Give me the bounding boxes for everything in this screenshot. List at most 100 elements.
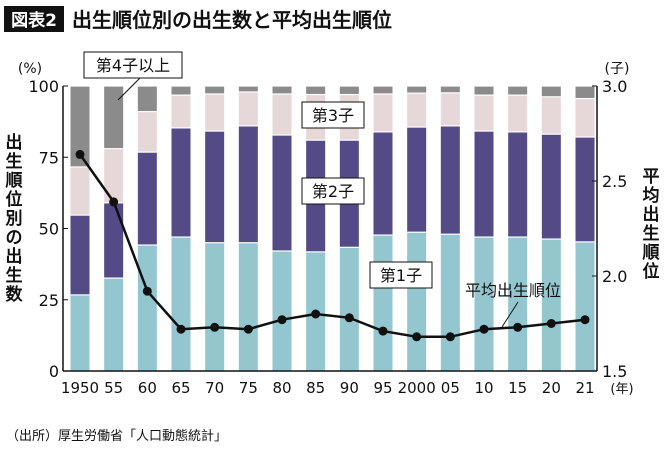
line-point-95 — [378, 326, 388, 336]
bar-第1子-15 — [508, 237, 528, 371]
bar-第4子以上-21 — [575, 86, 595, 98]
bar-第2子-1950 — [70, 215, 90, 295]
left-tick-label: 100 — [28, 77, 59, 96]
line-point-2000 — [412, 332, 422, 342]
bar-第1子-80 — [272, 251, 292, 371]
line-average-birth-order — [78, 153, 586, 339]
bar-第2子-95 — [373, 132, 393, 235]
x-tick-label: 60 — [138, 379, 157, 397]
left-axis-label: の — [6, 228, 23, 248]
left-axis-label: 出 — [6, 246, 23, 267]
bar-第3子-05 — [440, 93, 460, 126]
bar-第2子-10 — [474, 131, 494, 237]
bar-第2子-55 — [104, 203, 124, 278]
x-tick-label: 55 — [104, 379, 123, 397]
source-note: （出所）厚生労働省「人口動態統計」 — [6, 428, 227, 444]
bar-第2子-21 — [575, 137, 595, 242]
left-axis-label: 生 — [6, 265, 23, 286]
left-axis-label: 数 — [6, 284, 24, 305]
bar-第1子-70 — [205, 243, 225, 371]
line-point-90 — [344, 313, 354, 323]
line-point-85 — [311, 309, 321, 319]
left-axis-label: 順 — [6, 171, 24, 191]
line-point-75 — [243, 324, 253, 334]
bar-第4子以上-55 — [104, 86, 124, 149]
line-point-80 — [277, 315, 287, 325]
left-tick-label: 75 — [39, 148, 59, 167]
bar-第3子-20 — [541, 97, 561, 134]
right-tick-label: 1.5 — [602, 362, 627, 381]
bar-第2子-05 — [440, 126, 460, 234]
line-point-21 — [580, 315, 590, 325]
bar-第3子-70 — [205, 94, 225, 131]
right-axis-unit: (子) — [605, 61, 630, 77]
bar-第4子以上-65 — [171, 86, 191, 95]
label-3rd-child: 第3子 — [312, 106, 354, 125]
line-point-65 — [176, 324, 186, 334]
bar-第3子-95 — [373, 94, 393, 132]
bar-第1子-21 — [575, 242, 595, 371]
bar-第1子-2000 — [407, 232, 427, 371]
right-axis-label: 生 — [643, 223, 660, 244]
bar-第3子-15 — [508, 95, 528, 132]
left-tick-label: 25 — [39, 291, 59, 310]
left-axis-label: 位 — [6, 189, 23, 210]
bar-第1子-1950 — [70, 295, 90, 371]
bar-第4子以上-85 — [306, 86, 326, 94]
line-point-20 — [546, 319, 556, 328]
bar-第4子以上-70 — [205, 86, 225, 94]
bar-第3子-80 — [272, 94, 292, 135]
bar-第2子-60 — [137, 152, 157, 245]
bar-第4子以上-1950 — [70, 86, 90, 167]
left-axis-label: 別 — [5, 209, 23, 229]
bar-第2子-70 — [205, 131, 225, 243]
bar-第1子-10 — [474, 237, 494, 371]
x-tick-label: 85 — [306, 379, 325, 397]
label-4th-child-leader — [117, 77, 141, 101]
bar-第3子-10 — [474, 95, 494, 131]
bar-第2子-80 — [272, 135, 292, 251]
left-tick-label: 50 — [39, 220, 59, 239]
bar-第1子-90 — [339, 247, 359, 371]
label-average-birth-order: 平均出生順位 — [465, 281, 561, 300]
right-axis-label: 位 — [643, 261, 660, 282]
bar-第1子-55 — [104, 278, 124, 371]
line-point-10 — [479, 324, 489, 334]
bar-第4子以上-2000 — [407, 86, 427, 93]
bar-第4子以上-90 — [339, 86, 359, 94]
bar-第4子以上-60 — [137, 86, 157, 112]
bar-第4子以上-80 — [272, 86, 292, 94]
label-4th-child: 第4子以上 — [96, 56, 170, 75]
x-tick-label: 90 — [340, 379, 359, 397]
x-tick-label: 20 — [542, 379, 561, 397]
line-point-70 — [210, 322, 220, 332]
left-axis-unit: (%) — [18, 61, 42, 77]
x-tick-label: 05 — [441, 379, 460, 397]
x-tick-label: 15 — [508, 379, 527, 397]
bar-第1子-05 — [440, 234, 460, 371]
bar-第1子-20 — [541, 239, 561, 371]
bar-第4子以上-20 — [541, 86, 561, 97]
right-tick-label: 2.0 — [602, 267, 627, 286]
bar-第1子-65 — [171, 237, 191, 371]
line-point-55 — [109, 197, 119, 207]
bar-第3子-21 — [575, 99, 595, 137]
right-axis-label: 出 — [643, 204, 660, 225]
bar-第3子-65 — [171, 95, 191, 128]
line-point-15 — [513, 322, 523, 332]
chart-title: 出生順位別の出生数と平均出生順位 — [72, 8, 392, 32]
x-tick-label: 10 — [474, 379, 493, 397]
bar-第1子-75 — [238, 243, 258, 371]
bar-第4子以上-15 — [508, 86, 528, 95]
bar-第4子以上-75 — [238, 86, 258, 92]
bar-第1子-60 — [137, 245, 157, 371]
x-axis-unit: (年) — [610, 382, 633, 397]
x-tick-label: 21 — [575, 379, 594, 397]
bar-第4子以上-10 — [474, 86, 494, 95]
label-1st-child: 第1子 — [380, 266, 422, 285]
line-point-1950 — [75, 149, 85, 159]
bar-第4子以上-05 — [440, 86, 460, 93]
label-2nd-child-box — [301, 177, 365, 205]
right-axis-label: 平 — [643, 167, 660, 187]
